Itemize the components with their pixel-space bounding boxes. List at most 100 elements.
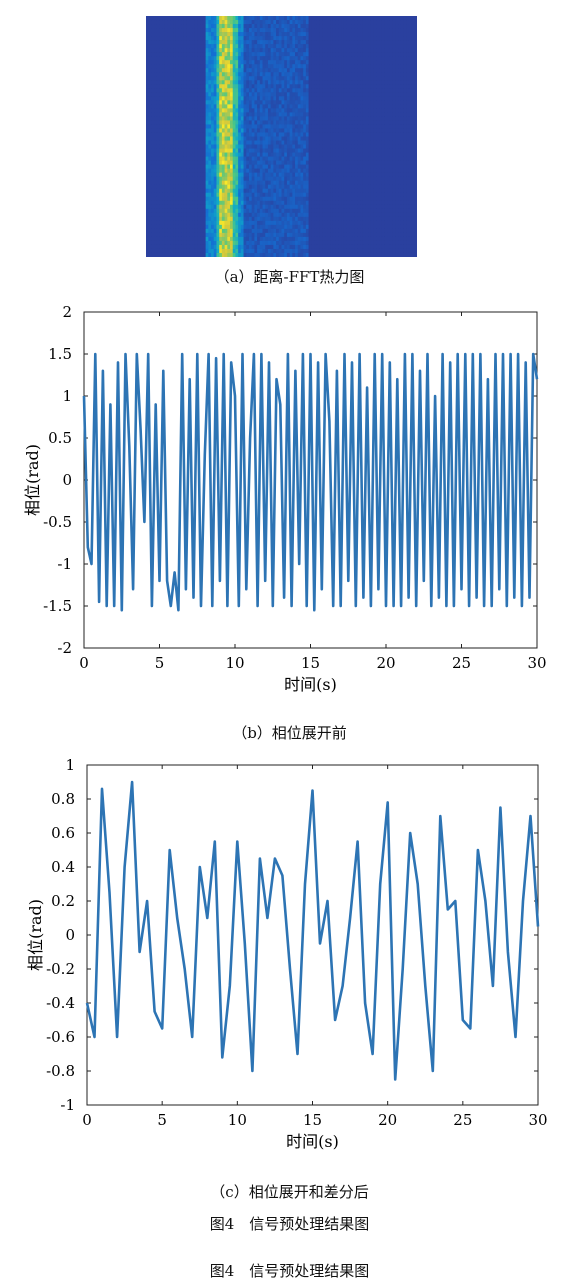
heatmap-cell <box>262 20 266 25</box>
heatmap-cell <box>265 72 269 77</box>
heatmap-cell <box>156 44 160 49</box>
heatmap-cell <box>202 112 206 117</box>
heatmap-cell <box>319 184 323 190</box>
heatmap-cell <box>251 24 255 29</box>
heatmap-cell <box>319 132 323 137</box>
heatmap-cell <box>332 184 336 190</box>
heatmap-cell <box>159 152 163 157</box>
heatmap-cell <box>213 56 217 61</box>
heatmap-cell <box>308 200 312 206</box>
heatmap-cell <box>362 164 366 169</box>
heatmap-cell <box>387 24 391 29</box>
heatmap-cell <box>300 188 304 194</box>
heatmap-cell <box>316 144 320 149</box>
heatmap-cell <box>208 120 212 125</box>
heatmap-cell <box>219 172 223 177</box>
heatmap-cell <box>232 104 236 109</box>
heatmap-cell <box>365 204 369 210</box>
heatmap-cell <box>314 160 318 165</box>
heatmap-cell <box>175 164 179 169</box>
heatmap-cell <box>360 156 364 161</box>
heatmap-cell <box>395 64 399 69</box>
heatmap-cell <box>305 180 309 185</box>
heatmap-cell <box>408 180 412 185</box>
heatmap-cell <box>151 48 155 53</box>
heatmap-cell <box>389 20 393 25</box>
heatmap-cell <box>365 168 369 173</box>
heatmap-cell <box>146 76 150 81</box>
heatmap-cell <box>365 32 369 37</box>
heatmap-cell <box>213 184 217 190</box>
heatmap-cell <box>292 164 296 169</box>
heatmap-cell <box>213 60 217 65</box>
heatmap-cell <box>230 56 234 61</box>
heatmap-cell <box>273 116 277 121</box>
heatmap-cell <box>246 212 250 218</box>
heatmap-cell <box>232 148 236 153</box>
heatmap-cell <box>292 60 296 65</box>
heatmap-cell <box>303 68 307 73</box>
heatmap-cell <box>295 152 299 157</box>
heatmap-cell <box>262 176 266 181</box>
heatmap-cell <box>327 208 331 214</box>
heatmap-cell <box>232 192 236 198</box>
heatmap-cell <box>322 180 326 185</box>
heatmap-cell <box>219 88 223 93</box>
heatmap-cell <box>224 172 228 177</box>
heatmap-cell <box>406 196 410 202</box>
heatmap-cell <box>368 48 372 53</box>
heatmap-cell <box>414 208 417 214</box>
heatmap-cell <box>403 68 407 73</box>
heatmap-cell <box>311 60 315 65</box>
heatmap-cell <box>216 16 220 21</box>
heatmap-cell <box>346 104 350 109</box>
heatmap-cell <box>338 160 342 165</box>
heatmap-cell <box>327 120 331 125</box>
heatmap-cell <box>284 76 288 81</box>
heatmap-cell <box>227 192 231 198</box>
heatmap-cell <box>300 168 304 173</box>
heatmap-cell <box>267 96 271 101</box>
heatmap-cell <box>151 196 155 202</box>
heatmap-cell <box>278 32 282 37</box>
heatmap-cell <box>197 64 201 69</box>
heatmap-cell <box>197 160 201 165</box>
heatmap-cell <box>349 144 353 149</box>
heatmap-cell <box>300 144 304 149</box>
heatmap-cell <box>300 100 304 105</box>
heatmap-cell <box>273 152 277 157</box>
heatmap-cell <box>281 80 285 85</box>
heatmap-cell <box>389 204 393 210</box>
heatmap-cell <box>357 36 361 41</box>
heatmap-cell <box>221 68 225 73</box>
heatmap-cell <box>357 40 361 45</box>
heatmap-cell <box>248 32 252 37</box>
heatmap-cell <box>373 108 377 113</box>
heatmap-cell <box>232 136 236 141</box>
heatmap-cell <box>324 140 328 145</box>
heatmap-cell <box>398 120 402 125</box>
heatmap-cell <box>322 152 326 157</box>
heatmap-cell <box>370 64 374 69</box>
heatmap-cell <box>278 156 282 161</box>
heatmap-cell <box>230 72 234 77</box>
heatmap-cell <box>311 104 315 109</box>
heatmap-cell <box>235 144 239 149</box>
heatmap-cell <box>360 112 364 117</box>
heatmap-cell <box>368 16 372 21</box>
heatmap-cell <box>303 32 307 37</box>
heatmap-cell <box>148 120 152 125</box>
heatmap-cell <box>270 88 274 93</box>
heatmap-cell <box>314 20 318 25</box>
heatmap-cell <box>324 16 328 21</box>
heatmap-cell <box>373 176 377 181</box>
heatmap-cell <box>370 44 374 49</box>
heatmap-cell <box>254 180 258 185</box>
heatmap-cell <box>297 88 301 93</box>
heatmap-cell <box>183 68 187 73</box>
heatmap-cell <box>308 176 312 181</box>
heatmap-cell <box>181 192 185 198</box>
heatmap-cell <box>194 36 198 41</box>
heatmap-cell <box>235 64 239 69</box>
heatmap-cell <box>305 80 309 85</box>
